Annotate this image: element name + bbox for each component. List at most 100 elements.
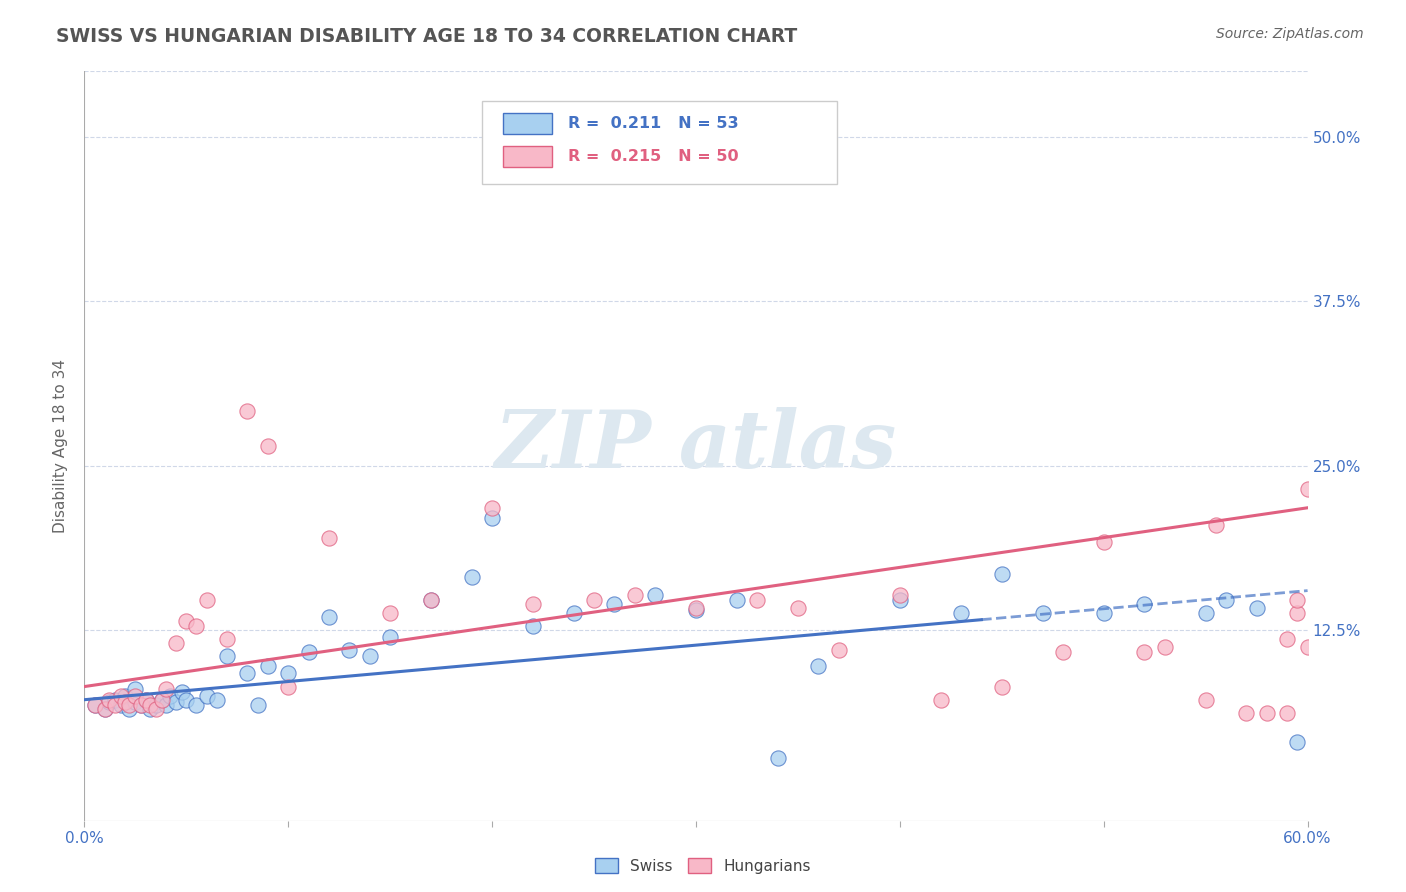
Point [380, 606, 402, 620]
Point [1277, 632, 1299, 647]
Point [124, 682, 146, 697]
Point [135, 692, 157, 706]
Point [828, 642, 851, 657]
Point [165, 695, 187, 709]
Point [159, 689, 181, 703]
Point [1286, 592, 1309, 607]
Point [277, 666, 299, 681]
Point [97, 695, 120, 709]
Point [766, 750, 789, 764]
Point [1133, 597, 1156, 611]
Point [562, 606, 585, 620]
Point [1052, 645, 1074, 659]
Point [246, 698, 269, 712]
Point [685, 603, 707, 617]
Point [174, 692, 197, 706]
Point [991, 566, 1014, 581]
Point [787, 600, 810, 615]
Text: ZIP atlas: ZIP atlas [495, 408, 897, 484]
Point [257, 658, 280, 673]
Point [124, 695, 146, 709]
Point [150, 692, 173, 706]
Point [83, 698, 105, 712]
Point [257, 439, 280, 453]
Point [522, 619, 544, 633]
Point [131, 698, 153, 712]
Bar [503, 145, 551, 167]
Point [461, 570, 484, 584]
Point [110, 698, 132, 712]
Point [104, 692, 127, 706]
Point [1205, 517, 1227, 532]
Point [1195, 606, 1218, 620]
Point [195, 592, 218, 607]
Point [155, 682, 177, 697]
Point [950, 606, 973, 620]
Point [522, 597, 544, 611]
Point [1215, 592, 1237, 607]
Y-axis label: Disability Age 18 to 34: Disability Age 18 to 34 [53, 359, 69, 533]
Point [186, 619, 208, 633]
Point [603, 597, 626, 611]
Point [155, 698, 177, 712]
Point [929, 692, 952, 706]
Point [205, 692, 228, 706]
Point [624, 588, 647, 602]
Point [807, 658, 830, 673]
Point [172, 685, 194, 699]
Bar [503, 113, 551, 135]
Point [135, 692, 157, 706]
Point [131, 698, 153, 712]
Point [583, 592, 606, 607]
Point [318, 610, 340, 624]
Point [420, 592, 443, 607]
Point [481, 511, 503, 525]
Point [93, 702, 115, 716]
Point [380, 630, 402, 644]
Point [236, 666, 259, 681]
Point [114, 689, 136, 703]
Point [138, 702, 160, 716]
Point [747, 592, 769, 607]
Point [339, 642, 361, 657]
Point [145, 698, 167, 712]
Point [1195, 692, 1218, 706]
Point [150, 692, 173, 706]
Point [217, 649, 239, 664]
Point [138, 698, 160, 712]
Point [195, 689, 218, 703]
Point [1032, 606, 1054, 620]
Point [991, 680, 1014, 694]
Point [217, 632, 239, 647]
Point [420, 592, 443, 607]
Point [1092, 535, 1115, 549]
Point [97, 692, 120, 706]
Point [83, 698, 105, 712]
Text: R =  0.215   N = 50: R = 0.215 N = 50 [568, 149, 738, 163]
Text: SWISS VS HUNGARIAN DISABILITY AGE 18 TO 34 CORRELATION CHART: SWISS VS HUNGARIAN DISABILITY AGE 18 TO … [56, 27, 797, 45]
Point [685, 600, 707, 615]
Point [1246, 600, 1268, 615]
Point [481, 500, 503, 515]
Point [1133, 645, 1156, 659]
Point [1286, 606, 1309, 620]
Point [124, 689, 146, 703]
Text: Source: ZipAtlas.com: Source: ZipAtlas.com [1216, 27, 1364, 41]
Point [298, 645, 321, 659]
Point [145, 702, 167, 716]
Point [186, 698, 208, 712]
Point [93, 702, 115, 716]
Point [118, 702, 141, 716]
Legend: Swiss, Hungarians: Swiss, Hungarians [589, 852, 817, 880]
FancyBboxPatch shape [482, 102, 837, 184]
Point [104, 698, 127, 712]
Point [236, 403, 259, 417]
Point [1277, 706, 1299, 720]
Point [110, 689, 132, 703]
Point [165, 636, 187, 650]
Point [1296, 640, 1319, 654]
Point [644, 588, 666, 602]
Point [1236, 706, 1258, 720]
Point [1092, 606, 1115, 620]
Point [114, 695, 136, 709]
